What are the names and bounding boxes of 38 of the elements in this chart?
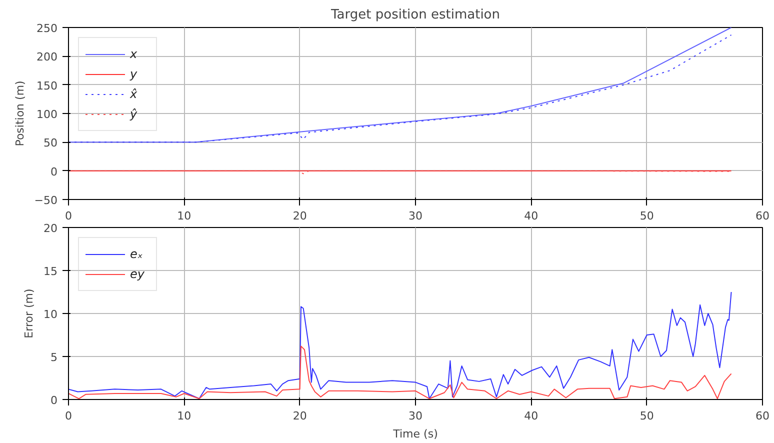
x-tick-label: 60 bbox=[756, 210, 770, 222]
x-tick-label: 30 bbox=[408, 210, 422, 222]
x-axis-title: Time (s) bbox=[392, 428, 438, 440]
legend-label: x̂ bbox=[130, 87, 138, 101]
chart-title: Target position estimation bbox=[330, 8, 500, 22]
x-tick-label: 0 bbox=[65, 210, 72, 222]
y-axis-title: Error (m) bbox=[22, 288, 36, 338]
x-tick-label: 30 bbox=[408, 410, 422, 422]
y-tick-label: 10 bbox=[44, 308, 58, 321]
y-tick-label: −50 bbox=[34, 194, 58, 207]
y-tick-label: 100 bbox=[36, 108, 58, 121]
x-tick-label: 10 bbox=[177, 410, 192, 422]
x-tick-label: 50 bbox=[640, 210, 654, 222]
y-axis-title: Position (m) bbox=[13, 80, 26, 146]
y-tick-label: 0 bbox=[50, 165, 58, 178]
legend-label: x bbox=[130, 47, 138, 61]
y-tick-label: 15 bbox=[44, 265, 58, 278]
x-tick-label: 60 bbox=[756, 410, 770, 422]
x-tick-label: 20 bbox=[292, 410, 307, 422]
legend-label: eₓ bbox=[130, 247, 144, 261]
x-tick-label: 40 bbox=[524, 410, 538, 422]
x-tick-label: 50 bbox=[640, 410, 654, 422]
x-tick-label: 10 bbox=[177, 210, 192, 222]
y-tick-label: 250 bbox=[36, 22, 58, 35]
y-tick-label: 0 bbox=[50, 394, 58, 407]
x-tick-label: 20 bbox=[292, 210, 307, 222]
line-series bbox=[68, 292, 732, 400]
legend-label: y bbox=[130, 67, 138, 81]
line-series bbox=[68, 346, 732, 400]
y-tick-label: 150 bbox=[36, 79, 58, 92]
x-tick-label: 40 bbox=[524, 210, 538, 222]
y-tick-label: 50 bbox=[44, 136, 58, 150]
legend-label: ŷ bbox=[130, 107, 138, 121]
x-tick-label: 0 bbox=[65, 410, 72, 422]
y-tick-label: 200 bbox=[36, 50, 58, 64]
y-tick-label: 20 bbox=[44, 222, 58, 235]
y-tick-label: 5 bbox=[50, 351, 58, 364]
legend-label: ey bbox=[130, 267, 146, 281]
